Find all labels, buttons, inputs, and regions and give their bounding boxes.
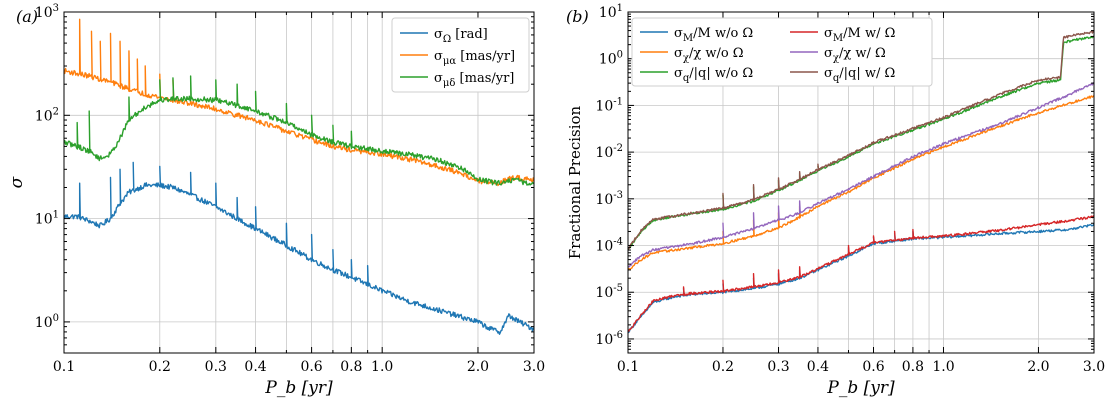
x-tick-label: 0.3 <box>767 359 789 375</box>
x-tick-label: 1.0 <box>371 359 393 375</box>
x-tick-label: 0.8 <box>340 359 362 375</box>
x-tick-label: 0.8 <box>902 359 924 375</box>
y-tick-label: 100 <box>599 50 623 68</box>
series-line <box>64 75 534 186</box>
y-tick-label: 101 <box>599 3 623 21</box>
y-tick-label: 10-6 <box>595 330 623 348</box>
series-line <box>64 161 534 335</box>
legend: σM/M w/o Ω σχ/χ w/o Ω σq/|q| w/o Ω σM/M w/ … <box>631 17 933 87</box>
series-line <box>628 95 1094 270</box>
ticks: 0.1 0.2 0.3 0.4 0.6 0.8 1.0 2.0 3.0 100 101 102 103 <box>35 3 545 375</box>
y-tick-label: 10-5 <box>595 283 623 301</box>
y-axis-label: σ <box>7 176 27 188</box>
panel-a: 0.1 0.2 0.3 0.4 0.6 0.8 1.0 2.0 3.0 100 101 102 103 P… <box>7 3 545 398</box>
x-tick-label: 0.1 <box>617 359 639 375</box>
x-tick-label: 3.0 <box>523 359 545 375</box>
y-tick-label: 103 <box>35 3 59 21</box>
y-tick-label: 101 <box>35 210 59 228</box>
x-tick-label: 0.2 <box>712 359 734 375</box>
x-tick-label: 2.0 <box>1027 359 1049 375</box>
series-group <box>64 18 534 335</box>
legend-entry: σΩ [rad] <box>434 27 488 45</box>
series-group <box>628 30 1094 334</box>
series-line <box>628 223 1094 334</box>
x-tick-label: 0.3 <box>205 359 227 375</box>
legend-entry: σμδ [mas/yr] <box>434 71 514 89</box>
legend-box <box>391 17 530 93</box>
x-tick-label: 0.6 <box>862 359 884 375</box>
x-tick-label: 2.0 <box>467 359 489 375</box>
y-tick-label: 10-2 <box>595 143 623 161</box>
series-line <box>64 18 534 187</box>
legend-entry: σq/|q| w/o Ω <box>674 66 753 84</box>
legend-entry: σχ/χ w/o Ω <box>674 46 744 64</box>
series-line <box>628 214 1094 333</box>
y-tick-label: 102 <box>35 106 59 124</box>
y-axis-label: Fractional Precision <box>566 105 584 259</box>
x-tick-label: 0.1 <box>53 359 75 375</box>
y-tick-label: 10-3 <box>595 190 623 208</box>
legend-entry: σμα [mas/yr] <box>434 49 515 67</box>
series-line <box>628 30 1094 250</box>
x-tick-label: 0.2 <box>149 359 171 375</box>
legend-entry: σq/|q| w/ Ω <box>824 66 895 84</box>
y-tick-label: 100 <box>35 313 59 331</box>
y-tick-label: 10-1 <box>595 96 623 114</box>
panel-label: (b) <box>566 7 589 26</box>
x-tick-label: 3.0 <box>1083 359 1105 375</box>
plot-frame <box>627 11 1095 354</box>
legend-entry: σM/M w/ Ω <box>824 26 895 44</box>
legend-entry: σχ/χ w/ Ω <box>824 46 886 64</box>
legend: σΩ [rad] σμα [mas/yr] σμδ [mas/yr] <box>391 17 530 93</box>
x-tick-label: 0.6 <box>300 359 322 375</box>
ticks: 0.1 0.2 0.3 0.4 0.6 0.8 1.0 2.0 3.0 10-6 10-5 10-4 1… <box>595 3 1105 375</box>
x-axis-label: P_b [yr] <box>826 378 895 398</box>
plot-frame <box>63 11 535 354</box>
panel-label: (a) <box>16 7 38 26</box>
x-axis-label: P_b [yr] <box>264 378 333 398</box>
x-tick-label: 0.4 <box>244 359 266 375</box>
legend-box <box>631 17 933 87</box>
x-tick-label: 0.4 <box>807 359 829 375</box>
series-line <box>628 82 1094 268</box>
legend-entry: σM/M w/o Ω <box>674 26 753 44</box>
y-tick-label: 10-4 <box>595 237 623 255</box>
panel-b: 0.1 0.2 0.3 0.4 0.6 0.8 1.0 2.0 3.0 10-6 10-5 10-4 1… <box>566 3 1105 398</box>
x-tick-label: 1.0 <box>932 359 954 375</box>
